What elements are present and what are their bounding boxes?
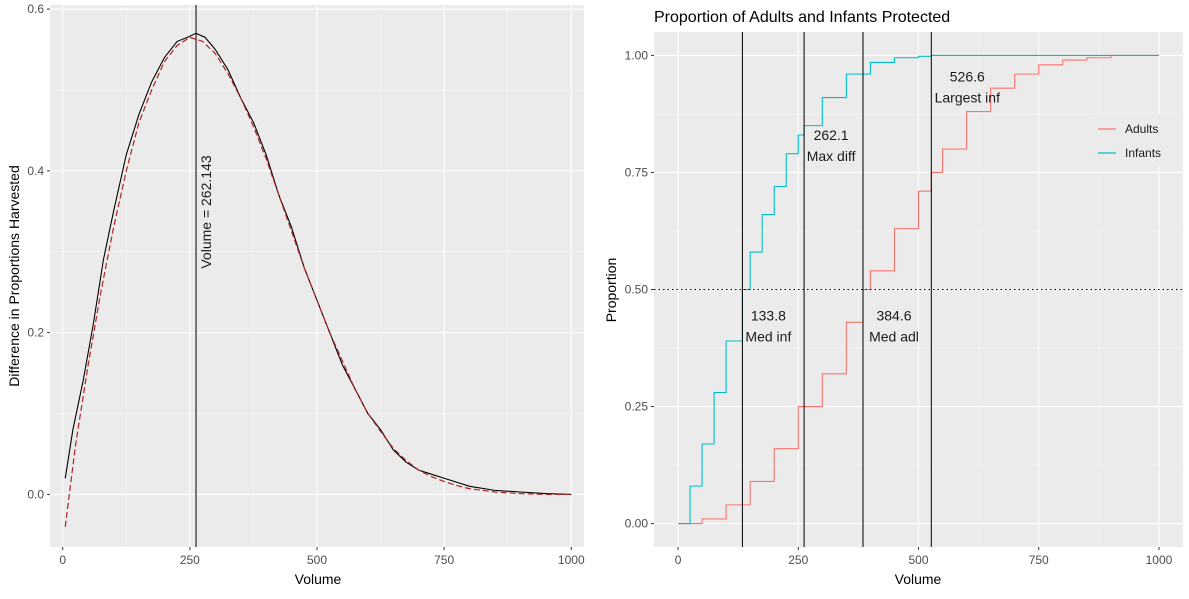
legend-background [1093,114,1173,166]
left-y-tick-label: 0.2 [27,326,44,340]
right-y-ticks: 0.00 0.25 0.50 0.75 1.00 [625,48,654,531]
left-y-ticks: 0.0 0.2 0.4 0.6 [27,2,50,501]
annotation-label-3: Med adl [869,328,919,344]
right-x-tick-label: 500 [908,553,928,567]
right-x-tick-label: 250 [788,553,808,567]
right-x-tick-label: 0 [675,553,682,567]
left-x-tick-label: 1000 [558,553,585,567]
right-y-tick-label: 0.25 [625,400,649,414]
left-x-tick-label: 0 [59,553,66,567]
right-annotations: 133.8 Med inf 262.1 Max diff 384.6 Med adl 526… [745,68,1000,344]
right-series-group [678,54,1159,525]
left-x-tick-label: 750 [434,553,454,567]
left-series-group [64,32,572,527]
right-y-tick-label: 0.75 [625,165,649,179]
left-x-tick-label: 250 [180,553,200,567]
annotation-value-4: 526.6 [950,68,985,84]
annotation-label-2: Max diff [807,148,856,164]
right-chart-panel: Proportion of Adults and Infants Protect… [603,9,1183,587]
left-vline-label: Volume = 262.143 [198,155,214,268]
left-x-tick-label: 500 [307,553,327,567]
right-y-axis-title: Proportion [603,258,619,323]
legend-label-adults: Adults [1125,122,1158,136]
legend-label-infants: Infants [1125,146,1161,160]
left-series-line-2 [64,36,572,527]
right-x-tick-label: 750 [1029,553,1049,567]
right-chart-title: Proportion of Adults and Infants Protect… [654,9,950,26]
left-x-axis-title: Volume [295,571,342,587]
left-y-axis-title: Difference in Proportions Harvested [6,165,22,387]
annotation-value-2: 262.1 [814,127,849,143]
right-series-line-infants [678,54,1159,525]
left-series-line-1 [64,32,572,495]
right-y-tick-label: 1.00 [625,48,649,62]
annotation-label-1: Med inf [745,328,791,344]
annotation-label-4: Largest inf [935,90,1000,106]
legend: Adults Infants [1093,114,1173,166]
annotation-value-3: 384.6 [876,307,911,323]
right-x-axis-title: Volume [895,571,942,587]
left-chart-panel: Volume = 262.143 0.0 0.2 0.4 0.6 0 250 500 750… [6,2,585,587]
left-x-ticks: 0 250 500 750 1000 [59,547,585,567]
left-y-tick-label: 0.4 [27,164,44,178]
left-y-tick-label: 0.6 [27,2,44,16]
annotation-value-1: 133.8 [751,307,786,323]
right-y-tick-label: 0.50 [625,283,649,297]
right-y-tick-label: 0.00 [625,517,649,531]
right-x-tick-label: 1000 [1146,553,1173,567]
left-y-tick-label: 0.0 [27,487,44,501]
right-reference-lines [654,32,1183,547]
left-vline-group: Volume = 262.143 [195,5,214,547]
right-x-ticks: 0 250 500 750 1000 [675,547,1173,567]
left-grid [50,5,584,547]
right-series-line-adults [678,54,1159,525]
